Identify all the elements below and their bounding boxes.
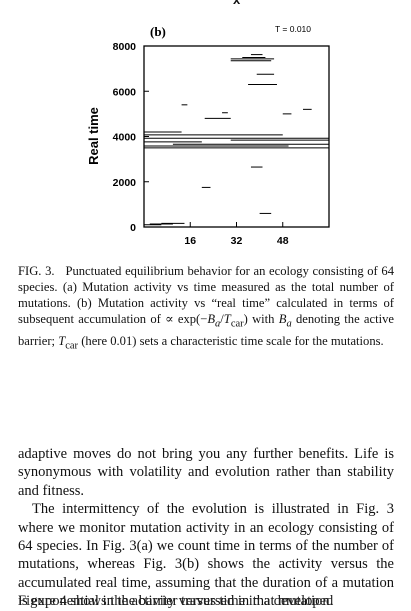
paragraph-3-partial: Figure 4 shows the activity versus time … xyxy=(18,593,334,609)
body-text: adaptive moves do not bring you any furt… xyxy=(18,445,394,611)
plot-frame xyxy=(143,45,330,228)
top-axis-label: x xyxy=(233,0,240,7)
panel-label: (b) xyxy=(150,24,166,39)
x-tick-label: 48 xyxy=(277,235,289,247)
y-tick-label: 4000 xyxy=(113,132,137,144)
y-axis-label: Real time xyxy=(86,107,101,165)
figure-caption: FIG. 3. Punctuated equilibrium behavior … xyxy=(18,263,394,354)
y-tick-label: 2000 xyxy=(113,177,137,189)
x-ticks: 16 32 48 xyxy=(184,222,289,247)
paragraph-2: The intermittency of the evolution is il… xyxy=(18,501,394,610)
y-ticks: 0 2000 4000 6000 8000 xyxy=(113,41,149,234)
x-tick-label: 32 xyxy=(231,235,243,247)
y-tick-label: 0 xyxy=(130,222,136,234)
temperature-annotation: T = 0.010 xyxy=(275,24,311,34)
caption-text: FIG. 3. Punctuated equilibrium behavior … xyxy=(18,264,394,352)
x-tick-label: 16 xyxy=(184,235,196,247)
y-tick-label: 6000 xyxy=(113,86,137,98)
chart: 0 2000 4000 6000 8000 16 32 48 (b) T = 0.010 R… xyxy=(86,24,330,247)
paragraph-1: adaptive moves do not bring you any furt… xyxy=(18,446,394,499)
y-tick-label: 8000 xyxy=(113,41,137,53)
caption-fig-label: FIG. 3. xyxy=(18,264,55,278)
segments xyxy=(144,54,329,226)
